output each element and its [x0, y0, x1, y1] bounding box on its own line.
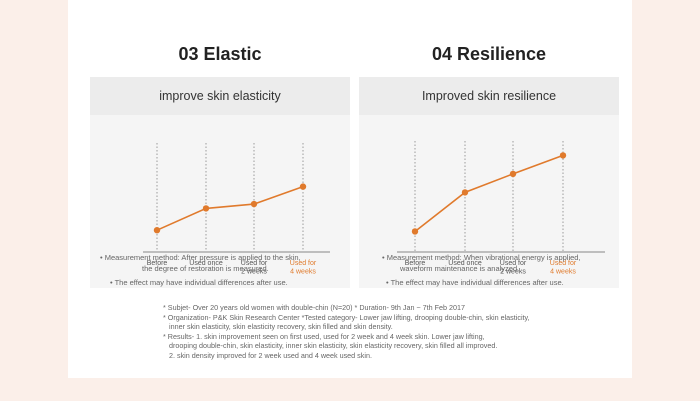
panel-title-elastic: 03 Elastic [178, 44, 262, 64]
footnote-subject: * Subjet- Over 20 years old women with d… [163, 303, 466, 312]
x-tick-label-3: Used for 4 weeks [290, 260, 317, 276]
footnote-results-2: 2. skin density improved for 2 week used… [169, 350, 372, 360]
series-line [156, 185, 304, 231]
x-tick-label-1: Used once [448, 260, 482, 267]
footnote-organization: * Organization- P&K Skin Research Center… [163, 312, 530, 322]
data-point-0 [153, 227, 161, 234]
x-tick-label-1: Used once [189, 260, 223, 267]
measurement-note-resilience: • Measurement method: When vibrational e… [382, 253, 581, 289]
data-point-2 [250, 200, 258, 208]
measurement-method-line2: waveform maintenance is analyzed. [400, 263, 520, 273]
line-chart-elastic: Before Used once Used for 2 weeks Used for 4 … [143, 143, 330, 276]
chart-card-resilience: Improved skin resilience Before Used once… [359, 77, 619, 288]
x-tick-label-0: Before [147, 260, 168, 267]
chart-card-elastic: improve skin elasticity Before Used once U… [90, 77, 350, 288]
chart-subtitle-resilience: Improved skin resilience [359, 77, 619, 115]
study-footnotes: * Subjet- Over 20 years old women with d… [163, 303, 603, 361]
measurement-method-line1: • Measurement method: After pressure is … [100, 253, 301, 262]
footnote-results: * Results- 1. skin improvement seen on f… [163, 331, 485, 341]
measurement-method-line2: the degree of restoration is measured. [142, 263, 269, 273]
data-point-2 [509, 170, 517, 178]
data-point-3 [559, 152, 567, 159]
footnote-results-cont: drooping double-chin, skin elasticity, i… [169, 341, 498, 351]
x-tick-label-3: Used for 4 weeks [550, 260, 577, 276]
data-point-1 [461, 189, 469, 196]
measurement-note-elastic: • Measurement method: After pressure is … [100, 253, 301, 289]
effect-disclaimer: • The effect may have individual differe… [386, 278, 564, 287]
footnote-organization-cont: inner skin elasticity, skin elasticity r… [169, 322, 393, 332]
data-point-3 [299, 183, 307, 190]
line-chart-resilience: Before Used once Used for 2 weeks Used for 4 … [397, 141, 605, 276]
x-tick-label-0: Before [405, 260, 426, 267]
panel-title-resilience: 04 Resilience [431, 44, 547, 64]
chart-subtitle-elastic: improve skin elasticity [90, 77, 350, 115]
x-tick-label-2: Used for 2 weeks [500, 260, 527, 276]
effect-disclaimer: • The effect may have individual differe… [110, 278, 288, 287]
data-point-1 [202, 205, 210, 212]
measurement-method-line1: • Measurement method: When vibrational e… [382, 253, 581, 262]
x-tick-label-2: Used for 2 weeks [241, 260, 268, 276]
content-page: 03 Elastic improve skin elasticity Befor… [68, 0, 632, 378]
data-point-0 [411, 228, 419, 235]
series-line [414, 154, 564, 233]
